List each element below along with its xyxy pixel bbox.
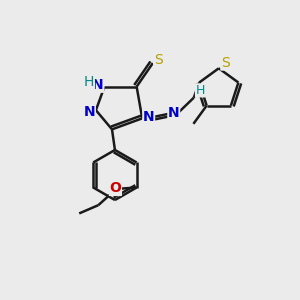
Text: H: H [84,75,94,89]
Text: H: H [196,84,205,97]
Text: S: S [154,53,163,67]
Text: N: N [168,106,179,120]
Text: N: N [84,105,95,119]
Text: S: S [221,56,230,70]
Text: N: N [92,78,104,92]
Text: N: N [143,110,154,124]
Text: O: O [110,182,122,195]
